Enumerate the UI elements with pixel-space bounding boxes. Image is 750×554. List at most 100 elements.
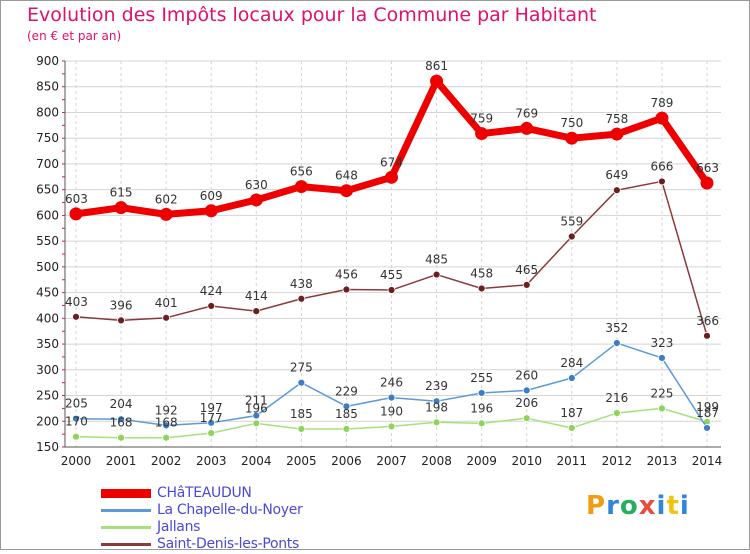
data-point (387, 393, 396, 402)
data-label: 455 (380, 268, 403, 282)
data-label: 609 (200, 189, 223, 203)
y-tick-label: 300 (36, 363, 59, 377)
data-label: 396 (110, 298, 133, 312)
y-tick-label: 400 (36, 311, 59, 325)
y-tick-label: 850 (36, 80, 59, 94)
data-point (658, 354, 666, 362)
legend-swatch (101, 543, 151, 546)
data-point (520, 121, 534, 135)
data-label: 229 (335, 384, 358, 398)
data-label: 424 (200, 284, 223, 298)
x-tick-label: 2002 (151, 454, 182, 468)
data-point (339, 184, 353, 198)
data-point (612, 186, 621, 195)
data-point (342, 402, 351, 411)
data-point (567, 424, 576, 432)
data-label: 239 (425, 379, 448, 393)
data-point (430, 74, 444, 88)
data-label: 185 (335, 407, 358, 421)
data-point (114, 201, 128, 215)
x-tick-label: 2014 (692, 454, 723, 468)
data-label: 323 (650, 336, 673, 350)
chart-subtitle: (en € et par an) (27, 29, 122, 43)
y-tick-label: 750 (36, 131, 59, 145)
legend-label: CHâTEAUDUN (157, 485, 252, 501)
y-tick-label: 200 (36, 414, 59, 428)
x-tick-label: 2010 (511, 454, 542, 468)
logo-letter: x (638, 491, 657, 521)
data-label: 190 (380, 404, 403, 418)
data-label: 204 (110, 397, 133, 411)
data-label: 656 (290, 165, 313, 179)
data-label: 168 (110, 416, 133, 430)
legend-label: Jallans (157, 519, 201, 535)
data-point (477, 389, 486, 397)
data-label: 198 (425, 400, 448, 414)
data-point (117, 433, 125, 442)
data-label: 414 (245, 289, 268, 303)
data-point (700, 176, 714, 190)
data-label: 438 (290, 277, 313, 291)
legend-swatch (101, 509, 151, 512)
legend-label: La Chapelle-du-Noyer (157, 502, 303, 518)
data-label: 789 (650, 96, 673, 110)
data-point (565, 131, 579, 145)
data-point (658, 404, 666, 413)
y-tick-label: 700 (36, 157, 59, 171)
data-point (162, 313, 171, 322)
data-point (117, 316, 125, 325)
data-point (162, 421, 171, 430)
data-label: 196 (245, 401, 268, 415)
data-label: 187 (696, 406, 719, 420)
data-point (342, 285, 351, 294)
data-point (159, 207, 173, 221)
data-label: 206 (515, 396, 538, 410)
data-label: 456 (335, 268, 358, 282)
data-point (387, 422, 396, 431)
data-label: 192 (155, 403, 178, 417)
data-point (342, 425, 351, 433)
data-point (522, 414, 531, 423)
data-label: 485 (425, 253, 448, 267)
data-point (612, 409, 621, 417)
chart-title: Evolution des Impôts locaux pour la Comm… (27, 4, 597, 26)
data-point (72, 414, 80, 423)
y-tick-label: 650 (36, 183, 59, 197)
y-tick-label: 600 (36, 208, 59, 222)
data-point (567, 232, 576, 241)
x-tick-label: 2012 (602, 454, 633, 468)
y-tick-label: 550 (36, 234, 59, 248)
logo-letter: r (606, 491, 620, 521)
data-point (162, 433, 171, 442)
data-point (475, 127, 489, 141)
data-label: 211 (245, 394, 268, 408)
data-point (252, 411, 261, 420)
data-label: 648 (335, 169, 358, 183)
data-label: 170 (65, 415, 88, 429)
data-label: 861 (425, 59, 448, 73)
data-label: 465 (515, 263, 538, 277)
data-label: 196 (470, 401, 493, 415)
data-label: 630 (245, 178, 268, 192)
data-label: 260 (515, 368, 538, 382)
x-tick-label: 2001 (106, 454, 137, 468)
data-label: 603 (65, 192, 88, 206)
y-tick-label: 800 (36, 105, 59, 119)
data-label: 666 (650, 159, 673, 173)
x-tick-label: 2003 (196, 454, 227, 468)
data-point (610, 127, 624, 141)
data-point (387, 286, 396, 294)
data-point (297, 378, 306, 387)
data-label: 759 (470, 112, 493, 126)
data-label: 750 (560, 116, 583, 130)
data-point (249, 193, 263, 207)
data-label: 185 (290, 407, 313, 421)
logo-letter: P (586, 491, 607, 521)
x-tick-label: 2007 (376, 454, 407, 468)
data-point (655, 111, 669, 125)
data-point (477, 284, 486, 293)
data-label: 284 (560, 356, 583, 370)
data-label: 758 (605, 112, 628, 126)
data-point (432, 397, 441, 406)
data-point (477, 419, 486, 428)
